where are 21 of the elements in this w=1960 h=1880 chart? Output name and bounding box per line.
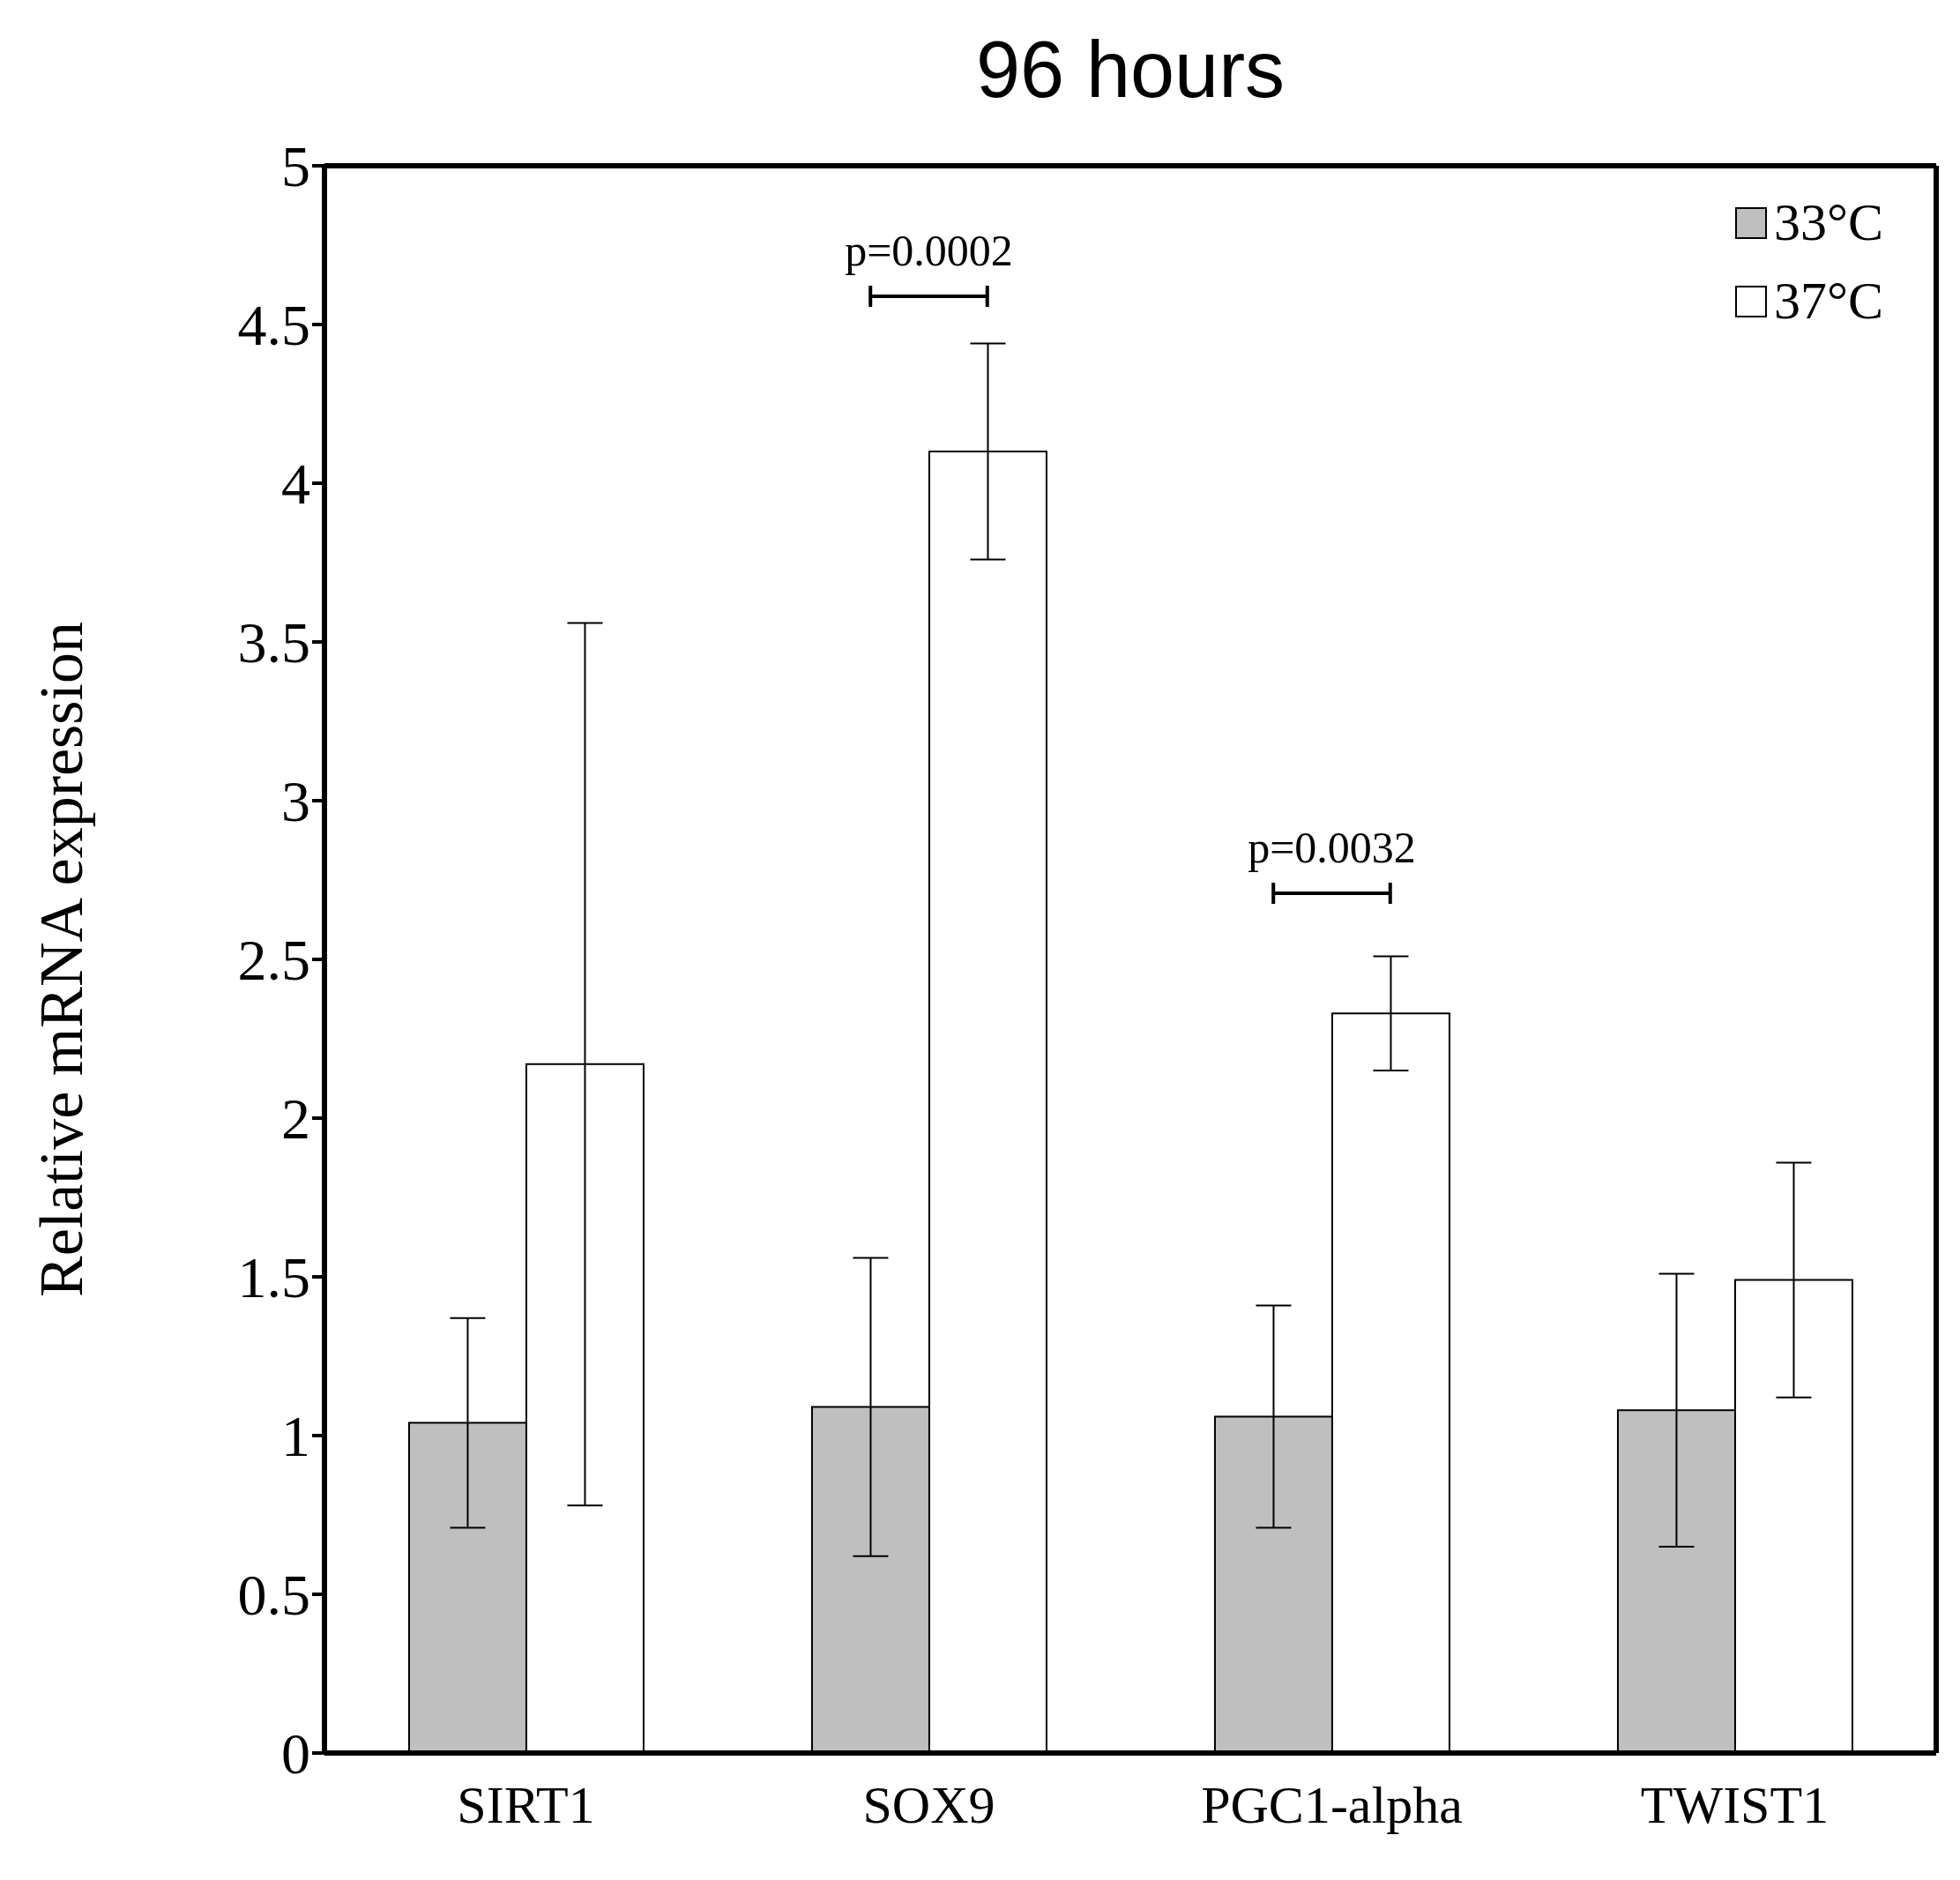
legend-label: 33°C [1773,192,1883,253]
y-tick-label: 5 [281,134,310,199]
y-tick-label: 2 [281,1086,310,1152]
y-tick-label: 0.5 [237,1563,310,1628]
y-axis-title: Relative mRNA expression [26,621,95,1298]
y-tick-label: 4 [281,451,310,517]
y-tick-label: 0 [281,1721,310,1787]
x-tick-label: PGC1-alpha [1201,1775,1463,1834]
x-tick-label: SIRT1 [457,1775,595,1834]
legend-label: 37°C [1773,271,1883,332]
y-tick-label: 1.5 [237,1245,310,1310]
x-tick-label: TWIST1 [1640,1775,1830,1834]
annotation: p=0.0032 [1248,823,1416,872]
y-tick-label: 4.5 [237,293,310,358]
y-tick-label: 3 [281,769,310,834]
annotation: p=0.0002 [845,226,1013,275]
y-tick-label: 2.5 [237,928,310,993]
chart-title: 96 hours [974,25,1286,116]
y-tick-label: 3.5 [237,610,310,675]
y-tick-label: 1 [281,1404,310,1469]
x-tick-label: SOX9 [862,1775,995,1834]
